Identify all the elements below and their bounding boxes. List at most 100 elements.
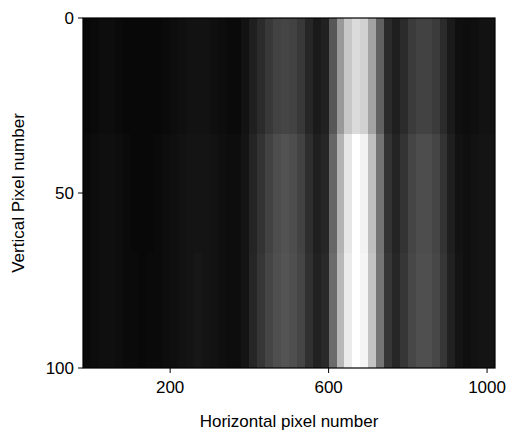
cell: [210, 134, 218, 254]
cell: [265, 18, 273, 134]
cell: [218, 253, 226, 369]
cell: [91, 253, 99, 369]
cell: [138, 134, 146, 254]
cell: [178, 134, 186, 254]
cell: [131, 18, 139, 134]
cell: [226, 134, 234, 254]
cell: [186, 253, 194, 369]
cell: [440, 18, 448, 134]
cell: [400, 134, 408, 254]
cell: [479, 18, 487, 134]
cell: [368, 134, 376, 254]
chart: 2006001000050100Horizontal pixel numberV…: [0, 0, 515, 439]
cell: [178, 253, 186, 369]
cell: [479, 134, 487, 254]
cell: [313, 253, 321, 369]
cell: [289, 253, 297, 369]
cell: [249, 18, 257, 134]
cell: [408, 134, 416, 254]
cell: [487, 253, 495, 369]
x-tick: [328, 368, 329, 373]
cell: [408, 253, 416, 369]
cell: [360, 253, 368, 369]
cell: [257, 253, 265, 369]
cell: [218, 18, 226, 134]
cell: [447, 134, 455, 254]
cell: [226, 18, 234, 134]
cell: [131, 134, 139, 254]
cell: [360, 134, 368, 254]
cell: [305, 134, 313, 254]
cell: [479, 253, 487, 369]
cell: [273, 253, 281, 369]
cell: [241, 134, 249, 254]
cell: [83, 18, 91, 134]
cell: [337, 18, 345, 134]
cell: [123, 134, 131, 254]
cell: [257, 134, 265, 254]
cell: [257, 18, 265, 134]
cell: [432, 18, 440, 134]
cell: [194, 253, 202, 369]
cell: [265, 134, 273, 254]
cell: [376, 253, 384, 369]
cell: [400, 253, 408, 369]
cell: [281, 18, 289, 134]
cell: [107, 134, 115, 254]
y-tick-label: 100: [46, 359, 74, 378]
cell: [329, 134, 337, 254]
x-tick-label: 200: [156, 378, 184, 397]
cell: [202, 134, 210, 254]
cell: [154, 253, 162, 369]
cell: [392, 253, 400, 369]
cell: [447, 253, 455, 369]
cell: [376, 134, 384, 254]
cell: [234, 253, 242, 369]
cell: [107, 18, 115, 134]
cell: [115, 253, 123, 369]
cell: [463, 18, 471, 134]
cell: [123, 253, 131, 369]
plot-bg: [83, 18, 495, 368]
cell: [329, 253, 337, 369]
cell: [91, 18, 99, 134]
cell: [416, 18, 424, 134]
cell: [107, 253, 115, 369]
x-tick-label: 600: [314, 378, 342, 397]
cell: [83, 134, 91, 254]
y-tick-label: 50: [55, 184, 74, 203]
cells: [83, 18, 495, 368]
cell: [424, 253, 432, 369]
cell: [432, 134, 440, 254]
cell: [392, 134, 400, 254]
cell: [432, 253, 440, 369]
cell: [154, 134, 162, 254]
cell: [218, 134, 226, 254]
cell: [162, 134, 170, 254]
cell: [146, 253, 154, 369]
cell: [337, 134, 345, 254]
cell: [408, 18, 416, 134]
cell: [455, 18, 463, 134]
x-tick: [170, 368, 171, 373]
cell: [455, 253, 463, 369]
cell: [154, 18, 162, 134]
cell: [186, 18, 194, 134]
cell: [273, 18, 281, 134]
cell: [352, 253, 360, 369]
cell: [210, 253, 218, 369]
x-tick: [487, 368, 488, 373]
cell: [131, 253, 139, 369]
cell: [337, 253, 345, 369]
cell: [360, 18, 368, 134]
cell: [178, 18, 186, 134]
cell: [400, 18, 408, 134]
cell: [273, 134, 281, 254]
cell: [91, 134, 99, 254]
cell: [416, 134, 424, 254]
cell: [194, 134, 202, 254]
cell: [384, 253, 392, 369]
cell: [115, 134, 123, 254]
cell: [170, 253, 178, 369]
cell: [249, 134, 257, 254]
